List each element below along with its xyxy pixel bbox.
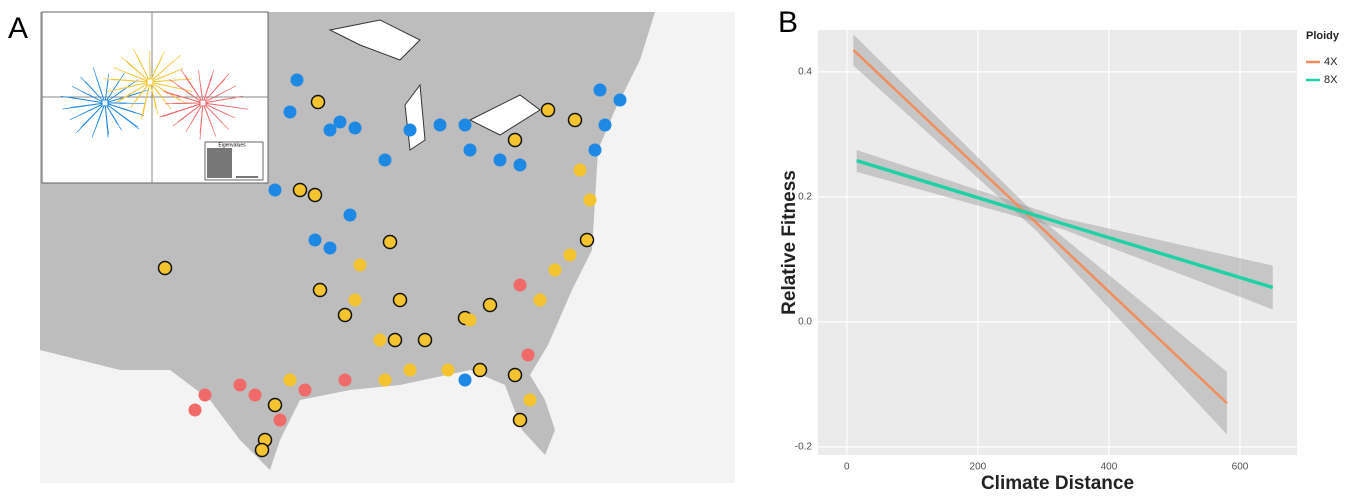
- site-dot: [419, 334, 432, 347]
- site-dot: [514, 414, 527, 427]
- line-chart: B -0.2 0.0 0.2 0.4 0 200 400 600 4X 8X Ploidy Clima…: [778, 6, 1340, 494]
- site-dot: [256, 444, 269, 457]
- site-dot: [584, 194, 597, 207]
- site-dot: [509, 369, 522, 382]
- site-dot: [459, 374, 472, 387]
- site-dot: [404, 124, 417, 137]
- site-dot: [189, 404, 202, 417]
- site-dot: [522, 349, 535, 362]
- page: A Eigenvalues B -0.2 0.0 0.2 0.4 0 200 400 600 4…: [0, 0, 1357, 494]
- legend-label: 8X: [1324, 74, 1338, 86]
- inset-centroid: [102, 100, 108, 106]
- site-dot: [379, 374, 392, 387]
- eigen-bar: [207, 148, 232, 178]
- y-axis-label: Relative Fitness: [779, 170, 800, 315]
- site-dot: [549, 264, 562, 277]
- inset-label: Eigenvalues: [218, 142, 246, 148]
- site-dot: [524, 394, 537, 407]
- site-dot: [374, 334, 387, 347]
- site-dot: [249, 389, 262, 402]
- site-dot: [309, 189, 322, 202]
- site-dot: [339, 374, 352, 387]
- site-dot: [514, 159, 527, 172]
- site-dot: [299, 384, 312, 397]
- site-dot: [589, 144, 602, 157]
- site-dot: [599, 119, 612, 132]
- site-dot: [474, 364, 487, 377]
- y-tick-label: 0.0: [798, 317, 812, 328]
- site-dot: [394, 294, 407, 307]
- site-dot: [284, 106, 297, 119]
- x-tick-label: 0: [844, 462, 850, 473]
- y-tick-label: 0.2: [798, 192, 812, 203]
- site-dot: [614, 94, 627, 107]
- panel-label: A: [8, 12, 28, 45]
- site-dot: [324, 242, 337, 255]
- site-dot: [344, 209, 357, 222]
- site-dot: [334, 116, 347, 129]
- site-dot: [542, 104, 555, 117]
- inset-centroid: [147, 79, 153, 85]
- site-dot: [284, 374, 297, 387]
- x-tick-label: 400: [1101, 462, 1118, 473]
- site-dot: [389, 334, 402, 347]
- x-tick-label: 200: [970, 462, 987, 473]
- site-dot: [269, 184, 282, 197]
- site-dot: [379, 154, 392, 167]
- panel-label: B: [778, 6, 798, 39]
- site-dot: [509, 134, 522, 147]
- site-dot: [384, 236, 397, 249]
- site-dot: [312, 96, 325, 109]
- site-dot: [581, 234, 594, 247]
- site-dot: [234, 379, 247, 392]
- site-dot: [274, 414, 287, 427]
- site-dot: [291, 74, 304, 87]
- map: Eigenvalues: [40, 12, 735, 483]
- site-dot: [354, 259, 367, 272]
- site-dot: [349, 294, 362, 307]
- site-dot: [159, 262, 172, 275]
- site-dot: [484, 299, 497, 312]
- site-dot: [442, 364, 455, 377]
- site-dot: [339, 309, 352, 322]
- site-dot: [464, 314, 477, 327]
- eigen-bar: [236, 176, 258, 178]
- site-dot: [404, 364, 417, 377]
- site-dot: [464, 144, 477, 157]
- site-dot: [434, 119, 447, 132]
- site-dot: [594, 84, 607, 97]
- site-dot: [294, 184, 307, 197]
- site-dot: [494, 154, 507, 167]
- legend-label: 4X: [1324, 56, 1338, 68]
- site-dot: [349, 122, 362, 135]
- site-dot: [309, 234, 322, 247]
- site-dot: [314, 284, 327, 297]
- site-dot: [569, 114, 582, 127]
- legend-title: Ploidy: [1306, 30, 1340, 42]
- site-dot: [459, 119, 472, 132]
- site-dot: [574, 164, 587, 177]
- x-axis-label: Climate Distance: [981, 473, 1134, 494]
- x-tick-label: 600: [1232, 462, 1249, 473]
- y-tick-label: -0.2: [795, 442, 813, 453]
- site-dot: [514, 279, 527, 292]
- site-dot: [269, 399, 282, 412]
- figure: A Eigenvalues B -0.2 0.0 0.2 0.4 0 200 400 600 4…: [0, 0, 1357, 494]
- y-tick-label: 0.4: [798, 67, 812, 78]
- site-dot: [199, 389, 212, 402]
- site-dot: [564, 249, 577, 262]
- site-dot: [534, 294, 547, 307]
- inset-centroid: [200, 100, 206, 106]
